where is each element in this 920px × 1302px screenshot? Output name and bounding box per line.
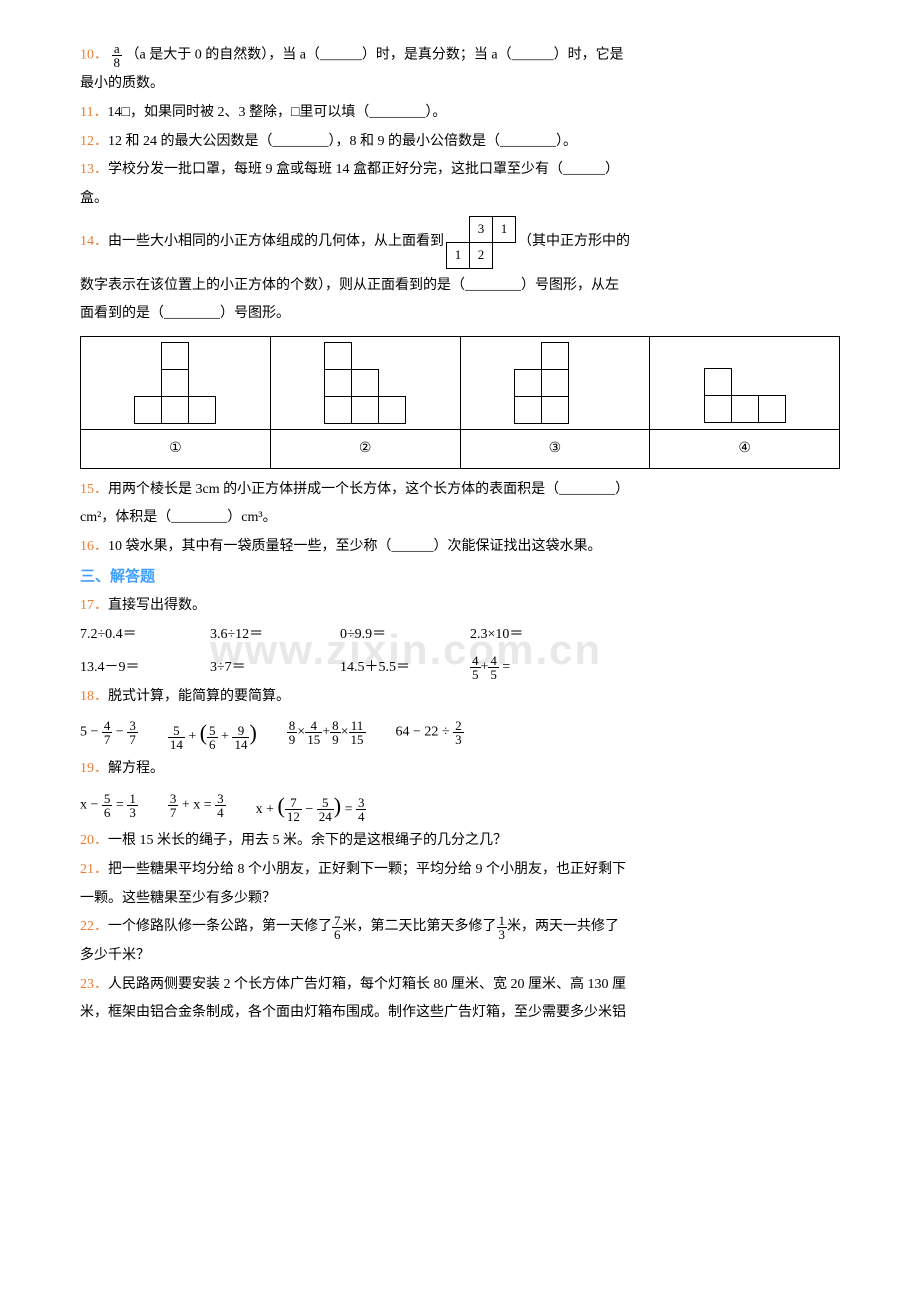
qnum-16: 16． (80, 539, 108, 554)
qnum-20: 20． (80, 833, 108, 848)
q23-text-2: 米，框架由铝合金条制成，各个面由灯箱布围成。制作这些广告灯箱，至少需要多少米铝 (80, 1000, 840, 1027)
q17-title: 直接写出得数。 (108, 598, 206, 613)
q17-row2: 13.4－9＝ 3÷7＝ 14.5＋5.5＝ 45+45 = (80, 654, 840, 681)
question-19: 19．解方程。 (80, 756, 840, 783)
shape-label-4: ④ (650, 429, 840, 468)
q22-frac-2: 13 (497, 914, 508, 941)
qnum-14: 14． (80, 229, 108, 256)
q10-text-2: 最小的质数。 (80, 71, 840, 98)
q18-e2: 514 + (56 + 914) (168, 712, 257, 754)
shape-label-2: ② (270, 429, 460, 468)
q14-inline-grid: 31 12 (444, 214, 518, 270)
q22-text-1: 一个修路队修一条公路，第一天修了 (108, 914, 332, 941)
q17-row1: 7.2÷0.4＝ 3.6÷12＝ 0÷9.9＝ 2.3×10＝ (80, 622, 840, 649)
question-21: 21．把一些糖果平均分给 8 个小朋友，正好剩下一颗；平均分给 9 个小朋友，也… (80, 857, 840, 884)
question-18: 18．脱式计算，能简算的要简算。 (80, 684, 840, 711)
q18-e1: 5 − 47 − 37 (80, 719, 138, 746)
shape-3 (460, 336, 650, 429)
shape-2 (270, 336, 460, 429)
q14-figure-table: ① ② ③ ④ (80, 336, 840, 469)
q13-text-1: 学校分发一批口罩，每班 9 盒或每班 14 盒都正好分完，这批口罩至少有（___… (108, 162, 619, 177)
qnum-21: 21． (80, 862, 108, 877)
q18-e4: 64 − 22 ÷ 23 (396, 719, 464, 746)
q21-text-2: 一颗。这些糖果至少有多少颗？ (80, 886, 840, 913)
q14-text-4: 面看到的是（________）号图形。 (80, 301, 840, 328)
q14-text-3: 数字表示在该位置上的小正方体的个数），则从正面看到的是（________）号图形… (80, 273, 840, 300)
shape-label-1: ① (81, 429, 271, 468)
qnum-19: 19． (80, 761, 108, 776)
shape-label-3: ③ (460, 429, 650, 468)
fraction-a-8: a8 (112, 42, 123, 69)
q15-text-1: 用两个棱长是 3cm 的小正方体拼成一个长方体，这个长方体的表面积是（_____… (108, 482, 629, 497)
q23-text-1: 人民路两侧要安装 2 个长方体广告灯箱，每个灯箱长 80 厘米、宽 20 厘米、… (108, 977, 626, 992)
question-11: 11．14□，如果同时被 2、3 整除，□里可以填（________）。 (80, 100, 840, 127)
qnum-18: 18． (80, 689, 108, 704)
qnum-12: 12． (80, 134, 108, 149)
q18-e3: 89×415+89×1115 (287, 719, 366, 746)
question-16: 16．10 袋水果，其中有一袋质量轻一些，至少称（______）次能保证找出这袋… (80, 534, 840, 561)
q19-e3: x + (712 − 524) = 34 (256, 785, 367, 827)
question-20: 20．一根 15 米长的绳子，用去 5 米。余下的是这根绳子的几分之几？ (80, 828, 840, 855)
q22-frac-1: 76 (332, 914, 343, 941)
section-3-title: 三、解答题 (80, 563, 840, 592)
shape-4 (650, 336, 840, 429)
shape-1 (81, 336, 271, 429)
q20-text: 一根 15 米长的绳子，用去 5 米。余下的是这根绳子的几分之几？ (108, 833, 507, 848)
q18-expressions: 5 − 47 − 37 514 + (56 + 914) 89×415+89×1… (80, 712, 840, 754)
qnum-15: 15． (80, 482, 108, 497)
question-10: 10． a8 （a 是大于 0 的自然数），当 a（______）时，是真分数；… (80, 42, 840, 69)
question-15: 15．用两个棱长是 3cm 的小正方体拼成一个长方体，这个长方体的表面积是（__… (80, 477, 840, 504)
question-22: 22． 一个修路队修一条公路，第一天修了 76 米，第二天比第天多修了 13 米… (80, 914, 840, 941)
qnum-11: 11． (80, 105, 107, 120)
q18-title: 脱式计算，能简算的要简算。 (108, 689, 290, 704)
q19-e2: 37 + x = 34 (168, 792, 226, 819)
question-23: 23．人民路两侧要安装 2 个长方体广告灯箱，每个灯箱长 80 厘米、宽 20 … (80, 972, 840, 999)
question-12: 12．12 和 24 的最大公因数是（________），8 和 9 的最小公倍… (80, 129, 840, 156)
qnum-10: 10． (80, 48, 108, 63)
q16-text: 10 袋水果，其中有一袋质量轻一些，至少称（______）次能保证找出这袋水果。 (108, 539, 602, 554)
q15-text-2: cm²，体积是（________）cm³。 (80, 505, 840, 532)
q21-text-1: 把一些糖果平均分给 8 个小朋友，正好剩下一颗；平均分给 9 个小朋友，也正好剩… (108, 862, 626, 877)
qnum-13: 13． (80, 162, 108, 177)
qnum-23: 23． (80, 977, 108, 992)
q12-text: 12 和 24 的最大公因数是（________），8 和 9 的最小公倍数是（… (108, 134, 577, 149)
qnum-17: 17． (80, 598, 108, 613)
q22-text-4: 多少千米？ (80, 943, 840, 970)
question-13: 13．学校分发一批口罩，每班 9 盒或每班 14 盒都正好分完，这批口罩至少有（… (80, 157, 840, 184)
question-14: 14． 由一些大小相同的小正方体组成的几何体，从上面看到 31 12 （其中正方… (80, 214, 840, 270)
q22-text-2: 米，第二天比第天多修了 (343, 914, 497, 941)
question-17: 17．直接写出得数。 (80, 593, 840, 620)
q10-text-1: （a 是大于 0 的自然数），当 a（______）时，是真分数；当 a（___… (126, 48, 624, 63)
q13-text-2: 盒。 (80, 186, 840, 213)
q22-text-3: 米，两天一共修了 (507, 914, 619, 941)
q14-text-2: （其中正方形中的 (518, 229, 630, 256)
q19-title: 解方程。 (108, 761, 164, 776)
q19-expressions: x − 56 = 13 37 + x = 34 x + (712 − 524) … (80, 785, 840, 827)
q14-text-1: 由一些大小相同的小正方体组成的几何体，从上面看到 (108, 229, 444, 256)
q11-text: 14□，如果同时被 2、3 整除，□里可以填（________）。 (107, 105, 446, 120)
qnum-22: 22． (80, 914, 108, 941)
q19-e1: x − 56 = 13 (80, 792, 138, 819)
